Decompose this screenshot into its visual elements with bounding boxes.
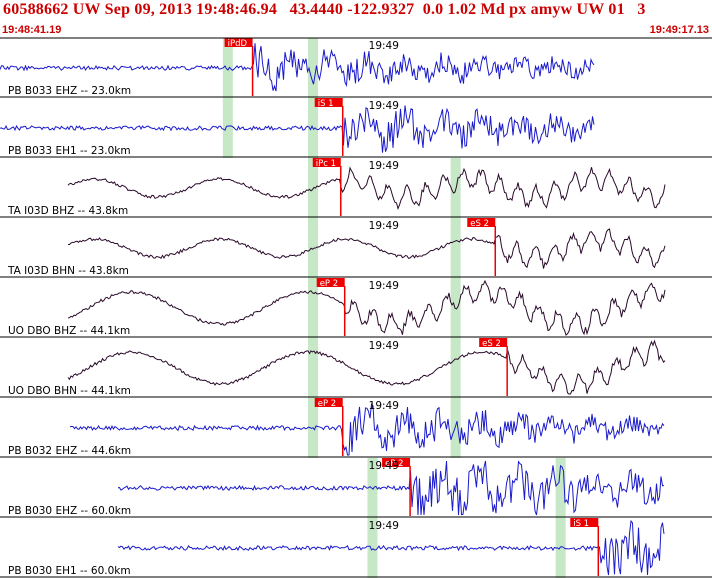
pick-label-6: eS 2 (482, 339, 501, 349)
theoretical-window-6-1 (308, 338, 319, 398)
waveform-trace-9 (117, 519, 665, 576)
minute-tick-label-5: 19:49 (369, 280, 399, 292)
waveform-trace-7 (69, 403, 665, 456)
waveform-trace-3 (67, 166, 666, 211)
start-time-label: 19:48:41.19 (2, 24, 62, 36)
channel-label-4: TA I03D BHN -- 43.8km (7, 265, 129, 277)
channel-label-7: PB B032 EHZ -- 44.6km (8, 445, 131, 457)
pick-label-box-9 (570, 518, 599, 527)
pick-label-box-4 (467, 218, 496, 227)
theoretical-window-1-1 (222, 38, 233, 98)
event-header-title: 60588662 UW Sep 09, 2013 19:48:46.94 43.… (3, 1, 646, 18)
channel-label-5: UO DBO BHZ -- 44.1km (8, 325, 130, 337)
pick-label-2: iS 1 (318, 99, 334, 109)
minute-tick-label-1: 19:49 (369, 40, 399, 52)
theoretical-window-9-2 (555, 518, 566, 578)
theoretical-window-8-1 (367, 458, 378, 518)
minute-tick-label-8: 19:49 (369, 460, 399, 472)
pick-label-9: iS 1 (573, 519, 589, 529)
minute-tick-label-3: 19:49 (369, 160, 399, 172)
minute-tick-label-2: 19:49 (369, 100, 399, 112)
theoretical-window-7-2 (450, 398, 461, 458)
channel-label-6: UO DBO BHN -- 44.1km (8, 385, 131, 397)
pick-label-7: eP 2 (318, 399, 336, 409)
theoretical-window-3-1 (308, 158, 319, 218)
waveform-trace-6 (67, 339, 666, 395)
channel-label-9: PB B030 EH1 -- 60.0km (8, 565, 131, 577)
channel-label-3: TA I03D BHZ -- 43.8km (7, 205, 128, 217)
waveform-trace-5 (67, 279, 666, 336)
theoretical-window-1-2 (308, 38, 319, 98)
pick-label-5: eP 2 (320, 279, 338, 289)
minute-tick-label-6: 19:49 (369, 340, 399, 352)
end-time-label: 19:49:17.13 (649, 24, 709, 36)
minute-tick-label-4: 19:49 (369, 220, 399, 232)
channel-label-1: PB B033 EHZ -- 23.0km (8, 85, 131, 97)
pick-label-4: eS 2 (470, 219, 489, 229)
pick-label-box-6 (479, 338, 508, 347)
theoretical-window-4-2 (450, 218, 461, 278)
theoretical-window-6-2 (450, 338, 461, 398)
minute-tick-label-7: 19:49 (369, 400, 399, 412)
waveform-trace-2 (0, 105, 595, 153)
waveform-trace-1 (0, 43, 595, 92)
theoretical-window-5-2 (450, 278, 461, 338)
pick-label-box-8 (382, 458, 411, 467)
channel-label-8: PB B030 EHZ -- 60.0km (8, 505, 131, 517)
pick-label-1: iPdD (228, 39, 248, 49)
pick-label-box-5 (316, 278, 345, 287)
minute-tick-label-9: 19:49 (369, 520, 399, 532)
pick-label-box-7 (314, 398, 343, 407)
theoretical-window-5-1 (308, 278, 319, 338)
pick-label-8: eP 2 (385, 459, 403, 469)
pick-label-3: iPc 1 (316, 159, 336, 169)
theoretical-window-8-2 (555, 458, 566, 518)
waveform-trace-4 (68, 228, 666, 269)
waveform-trace-8 (117, 460, 665, 516)
theoretical-window-2-1 (222, 98, 233, 158)
theoretical-window-4-1 (308, 218, 319, 278)
theoretical-window-9-1 (367, 518, 378, 578)
channel-label-2: PB B033 EH1 -- 23.0km (8, 145, 131, 157)
pick-label-box-2 (314, 98, 343, 107)
pick-label-box-3 (312, 158, 341, 167)
pick-label-box-1 (224, 38, 253, 47)
